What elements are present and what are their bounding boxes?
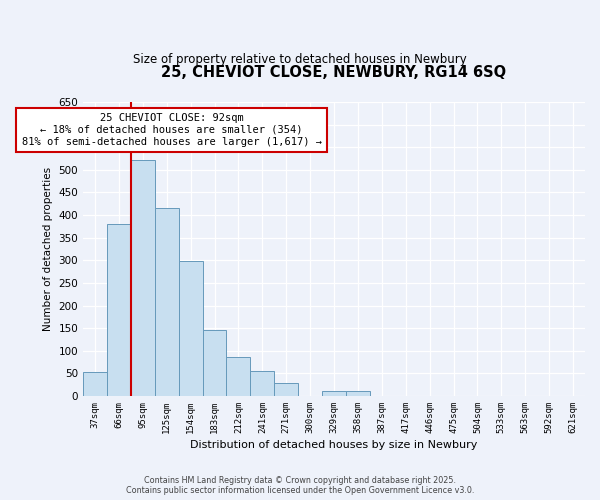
Y-axis label: Number of detached properties: Number of detached properties (43, 167, 53, 331)
Bar (274, 383, 298, 396)
Bar (107, 224, 131, 396)
Bar (203, 330, 226, 396)
Text: Contains HM Land Registry data © Crown copyright and database right 2025.
Contai: Contains HM Land Registry data © Crown c… (126, 476, 474, 495)
Bar (346, 391, 370, 396)
Bar (83, 372, 107, 396)
Bar (179, 261, 203, 396)
Bar (155, 208, 179, 396)
Text: Size of property relative to detached houses in Newbury: Size of property relative to detached ho… (133, 52, 467, 66)
X-axis label: Distribution of detached houses by size in Newbury: Distribution of detached houses by size … (190, 440, 478, 450)
Bar (131, 160, 155, 396)
Bar (322, 391, 346, 396)
Bar (250, 371, 274, 396)
Bar (226, 356, 250, 396)
Title: 25, CHEVIOT CLOSE, NEWBURY, RG14 6SQ: 25, CHEVIOT CLOSE, NEWBURY, RG14 6SQ (161, 65, 506, 80)
Text: 25 CHEVIOT CLOSE: 92sqm
← 18% of detached houses are smaller (354)
81% of semi-d: 25 CHEVIOT CLOSE: 92sqm ← 18% of detache… (22, 114, 322, 146)
